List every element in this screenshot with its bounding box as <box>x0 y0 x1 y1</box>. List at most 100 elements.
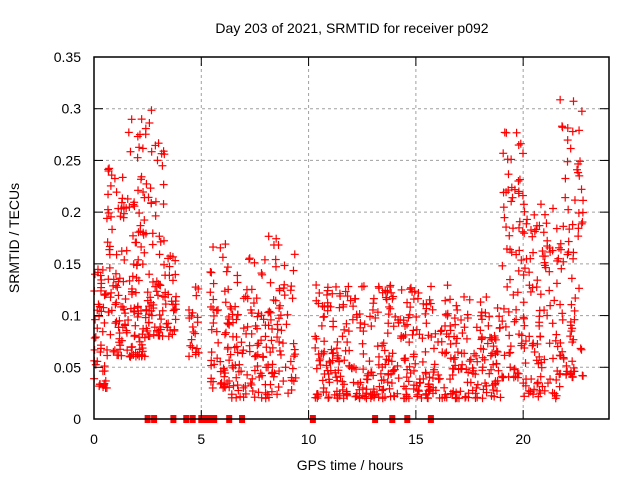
data-point <box>538 247 547 256</box>
data-point <box>266 315 275 324</box>
data-point <box>91 315 100 324</box>
data-point <box>466 378 475 387</box>
data-point <box>129 200 138 209</box>
data-point <box>523 215 532 224</box>
data-point <box>548 388 557 397</box>
data-point <box>121 309 130 318</box>
data-point <box>233 381 242 390</box>
data-point <box>220 330 229 339</box>
data-point <box>169 306 178 315</box>
data-point <box>253 312 262 321</box>
data-point <box>545 267 554 276</box>
data-point <box>347 364 356 373</box>
data-point <box>335 303 344 312</box>
data-point <box>385 352 394 361</box>
data-point <box>566 332 575 341</box>
data-point <box>564 205 573 214</box>
data-point <box>562 361 571 370</box>
data-point <box>358 383 367 392</box>
data-point <box>506 245 515 254</box>
data-point <box>194 284 203 293</box>
data-point <box>558 309 567 318</box>
data-point <box>209 305 218 314</box>
data-point <box>413 392 422 401</box>
data-point <box>533 339 542 348</box>
data-point <box>487 391 496 400</box>
data-point <box>257 336 266 345</box>
data-point <box>105 164 114 173</box>
data-point <box>220 380 229 389</box>
data-point <box>382 295 391 304</box>
data-point <box>124 128 133 137</box>
data-point <box>550 389 559 398</box>
data-point <box>187 335 196 344</box>
data-point <box>446 354 455 363</box>
data-point <box>140 333 149 342</box>
data-point <box>358 391 367 400</box>
data-point <box>127 115 136 124</box>
data-point <box>220 372 229 381</box>
y-tick-label: 0 <box>73 411 81 427</box>
data-point <box>134 276 143 285</box>
data-point <box>502 223 511 232</box>
data-point <box>491 335 500 344</box>
data-point <box>221 369 230 378</box>
data-point <box>556 300 565 309</box>
data-point <box>520 207 529 216</box>
data-point <box>489 360 498 369</box>
data-point <box>440 383 449 392</box>
data-point <box>449 364 458 373</box>
data-point <box>406 303 415 312</box>
data-point <box>515 175 524 184</box>
data-point <box>441 296 450 305</box>
data-point <box>480 355 489 364</box>
data-point <box>510 365 519 374</box>
data-point <box>405 310 414 319</box>
data-point <box>499 203 508 212</box>
data-point <box>226 350 235 359</box>
data-point <box>399 382 408 391</box>
data-point <box>335 357 344 366</box>
data-point <box>549 354 558 363</box>
data-point <box>329 322 338 331</box>
data-point <box>157 315 166 324</box>
data-point <box>320 347 329 356</box>
data-point <box>405 362 414 371</box>
data-point <box>227 390 236 399</box>
data-point <box>125 276 134 285</box>
data-point <box>171 297 180 306</box>
data-point <box>324 369 333 378</box>
data-point <box>128 342 137 351</box>
data-point <box>452 394 461 403</box>
data-point <box>403 298 412 307</box>
data-point <box>566 144 575 153</box>
data-point <box>578 218 587 227</box>
data-point <box>359 327 368 336</box>
data-point <box>148 229 157 238</box>
data-point <box>458 360 467 369</box>
data-point <box>149 330 158 339</box>
data-point <box>326 358 335 367</box>
data-point <box>158 306 167 315</box>
data-point <box>552 279 561 288</box>
data-point <box>499 188 508 197</box>
data-point <box>515 217 524 226</box>
data-point <box>124 316 133 325</box>
data-point <box>421 347 430 356</box>
data-point <box>130 332 139 341</box>
data-point <box>442 393 451 402</box>
data-point <box>360 320 369 329</box>
data-point <box>111 319 120 328</box>
data-point <box>453 348 462 357</box>
data-point <box>514 266 523 275</box>
data-point <box>216 243 225 252</box>
data-point <box>224 319 233 328</box>
data-point <box>232 315 241 324</box>
data-point <box>500 351 509 360</box>
data-point <box>465 357 474 366</box>
data-point <box>138 144 147 153</box>
data-point <box>207 325 216 334</box>
data-point <box>334 366 343 375</box>
x-tick-label: 0 <box>90 431 98 447</box>
y-tick-label: 0.1 <box>62 308 82 324</box>
